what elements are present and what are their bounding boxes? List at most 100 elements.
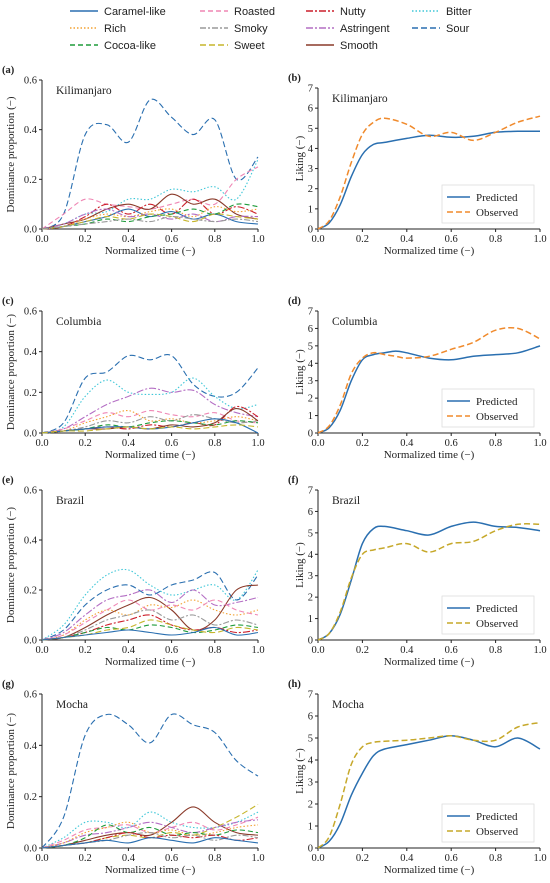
x-tick-label: 0.2 — [356, 853, 369, 864]
panel-title: Kilimanjaro — [332, 93, 388, 105]
panel-label: (h) — [288, 679, 301, 690]
panel-label: (d) — [288, 296, 301, 307]
series-line-sweet — [41, 213, 259, 230]
x-tick-label: 0.8 — [208, 234, 221, 245]
x-tick-label: 0.0 — [35, 438, 48, 449]
y-tick-label: 0.2 — [24, 792, 37, 803]
legend-box — [441, 184, 535, 224]
y-tick-label: 3 — [308, 778, 313, 789]
x-tick-label: 1.0 — [251, 645, 264, 656]
legend-label: Rich — [104, 23, 126, 35]
panel-title: Mocha — [56, 699, 88, 711]
y-tick-label: 1 — [308, 411, 313, 422]
series-line-predicted — [317, 735, 541, 849]
y-tick-label: 7 — [308, 307, 313, 318]
y-tick-label: 0.2 — [24, 175, 37, 186]
y-axis-label: Dominance proportion (−) — [5, 96, 17, 213]
x-tick-label: 0.0 — [311, 645, 324, 656]
series-line-cocoa-like — [41, 824, 259, 849]
panel-f: 0.0 0.2 0.4 0.6 0.8 1.0 0 1 2 3 4 5 6 7 Normalized tim… — [288, 475, 547, 668]
legend-label: Caramel-like — [104, 6, 166, 18]
series-line-observed — [317, 523, 541, 641]
panels: 0.0 0.2 0.4 0.6 0.8 1.00.00.20.40.6Normalized… — [2, 65, 547, 876]
series-line-observed — [317, 721, 541, 849]
x-tick-label: 0.6 — [445, 438, 458, 449]
y-tick-label: 5 — [308, 734, 313, 745]
y-tick-label: 2 — [308, 800, 313, 811]
panel-legend: Predicted Observed — [441, 184, 535, 224]
x-tick-label: 0.0 — [35, 645, 48, 656]
x-tick-label: 0.8 — [208, 853, 221, 864]
x-tick-label: 0.6 — [165, 645, 178, 656]
x-tick-label: 0.6 — [445, 853, 458, 864]
series-line-sour — [41, 354, 259, 434]
series-line-roasted — [41, 166, 259, 230]
legend-label: Predicted — [476, 603, 518, 615]
y-tick-label: 7 — [308, 84, 313, 95]
y-tick-label: 0 — [308, 636, 313, 647]
y-tick-label: 6 — [308, 324, 313, 335]
legend-label: Smoky — [234, 23, 268, 35]
y-tick-label: 5 — [308, 341, 313, 352]
x-tick-label: 0.8 — [208, 645, 221, 656]
panel-legend: Predicted Observed — [441, 388, 535, 428]
panel-title: Mocha — [332, 699, 364, 711]
y-tick-label: 4 — [308, 756, 314, 767]
y-axis-label: Liking (−) — [294, 748, 306, 794]
series-line-nutty — [41, 406, 259, 434]
panel-label: (e) — [2, 475, 14, 486]
panel-title: Kilimanjaro — [56, 85, 112, 97]
series-line-nutty — [41, 198, 259, 230]
series-line-bitter — [41, 377, 259, 434]
y-tick-label: 3 — [308, 376, 313, 387]
legend-label: Predicted — [476, 811, 518, 823]
x-axis-label: Normalized time (−) — [105, 449, 196, 461]
y-tick-label: 0.4 — [24, 741, 38, 752]
legend-item: Roasted — [200, 6, 275, 18]
y-tick-label: 6 — [308, 507, 313, 518]
series-line-predicted — [317, 521, 541, 641]
x-tick-label: 0.0 — [35, 234, 48, 245]
panel-title: Columbia — [56, 316, 101, 328]
y-tick-label: 7 — [308, 486, 313, 497]
x-tick-label: 0.2 — [356, 234, 369, 245]
x-tick-label: 0.2 — [356, 438, 369, 449]
series-line-observed — [317, 326, 541, 434]
y-axis-label: Liking (−) — [294, 349, 306, 395]
series-line-sour — [41, 98, 259, 230]
y-axis-label: Liking (−) — [294, 135, 306, 181]
series-line-sour — [41, 713, 259, 849]
legend-item: Bitter — [412, 6, 472, 18]
y-tick-label: 6 — [308, 712, 313, 723]
legend-label: Sour — [446, 23, 470, 35]
series-line-cocoa-like — [41, 420, 259, 434]
panel-b: 0.0 0.2 0.4 0.6 0.8 1.0 0 1 2 3 4 5 6 7 Normalized tim… — [288, 73, 547, 257]
series-line-astringent — [41, 208, 259, 230]
y-tick-label: 0 — [308, 429, 313, 440]
legend-label: Bitter — [446, 6, 472, 18]
x-tick-label: 0.4 — [122, 853, 136, 864]
x-tick-label: 0.4 — [122, 234, 136, 245]
series-line-rich — [41, 206, 259, 230]
legend-item: Caramel-like — [70, 6, 166, 18]
y-tick-label: 0.4 — [24, 125, 38, 136]
y-axis-label: Liking (−) — [294, 542, 306, 588]
x-axis-label: Normalized time (−) — [105, 245, 196, 257]
x-axis-label: Normalized time (−) — [105, 864, 196, 876]
y-tick-label: 1 — [308, 822, 313, 833]
legend-item: Smoky — [200, 23, 268, 35]
series-line-astringent — [41, 819, 259, 849]
legend-box — [441, 388, 535, 428]
legend-item: Sour — [412, 23, 470, 35]
panel-label: (c) — [2, 296, 14, 307]
y-tick-label: 0.2 — [24, 388, 37, 399]
y-tick-label: 4 — [308, 144, 314, 155]
x-tick-label: 0.4 — [122, 438, 136, 449]
x-tick-label: 1.0 — [533, 438, 546, 449]
x-tick-label: 0.6 — [165, 234, 178, 245]
y-tick-label: 0 — [308, 225, 313, 236]
x-tick-label: 0.8 — [489, 645, 502, 656]
panel-label: (f) — [288, 475, 299, 486]
x-tick-label: 0.4 — [400, 438, 414, 449]
x-tick-label: 1.0 — [533, 234, 546, 245]
